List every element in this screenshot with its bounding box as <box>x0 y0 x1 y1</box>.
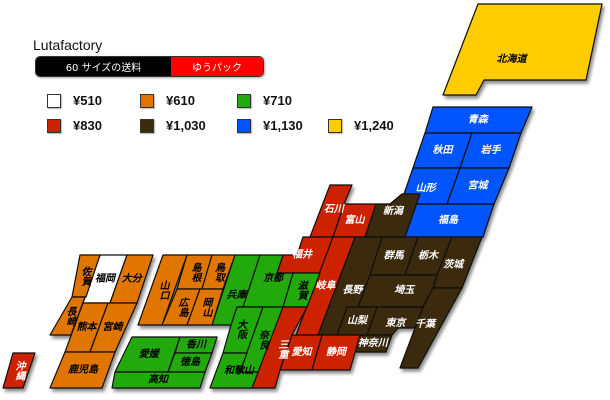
prefecture-label: 新潟 <box>383 205 405 217</box>
prefecture-label: 京都 <box>263 272 285 284</box>
prefecture-label: 茨城 <box>443 259 465 271</box>
legend-swatch <box>140 118 154 133</box>
prefecture-label: 山梨 <box>347 315 369 327</box>
legend-label: ¥1,130 <box>263 118 303 133</box>
prefecture-label: 広島 <box>176 297 189 318</box>
prefecture-label: 奈良 <box>257 329 269 350</box>
legend-swatch <box>237 118 251 133</box>
prefecture-label: 福岡 <box>95 273 117 285</box>
prefecture-label: 和歌山 <box>224 365 255 377</box>
prefecture-label: 滋賀 <box>295 280 307 301</box>
prefecture-label: 徳島 <box>180 356 201 368</box>
prefecture-region[interactable] <box>309 184 353 238</box>
prefecture-label: 静岡 <box>326 346 348 358</box>
prefecture-label: 鳥取 <box>213 262 226 283</box>
prefecture-label: 山口 <box>157 280 169 300</box>
prefecture-label: 大分 <box>122 273 144 285</box>
prefecture-label: 栃木 <box>418 250 440 262</box>
prefecture-label: 三重 <box>276 339 288 359</box>
prefecture-region[interactable] <box>111 371 206 389</box>
legend-label: ¥710 <box>263 93 292 108</box>
legend-label: ¥510 <box>73 93 102 108</box>
prefecture-label: 岩手 <box>481 144 502 156</box>
prefecture-label: 沖縄 <box>13 360 26 380</box>
prefecture-label: 岐阜 <box>316 280 337 292</box>
prefecture-label: 香川 <box>186 339 208 351</box>
legend-item: ¥830 <box>47 118 102 133</box>
legend-label: ¥830 <box>73 118 102 133</box>
prefecture-label: 東京 <box>385 317 407 329</box>
legend-item: ¥510 <box>47 93 102 108</box>
legend-label: ¥610 <box>166 93 195 108</box>
legend-swatch <box>328 118 342 133</box>
prefecture-label: 群馬 <box>384 250 405 262</box>
prefecture-region[interactable] <box>2 352 36 389</box>
prefecture-label: 神奈川 <box>358 337 390 349</box>
prefecture-region[interactable] <box>186 288 224 326</box>
prefecture-label: 兵庫 <box>226 289 248 301</box>
prefecture-region[interactable] <box>311 334 361 371</box>
prefecture-label: 埼玉 <box>394 284 416 296</box>
legend-swatch <box>47 118 61 133</box>
prefecture-label: 宮城 <box>468 180 490 192</box>
prefecture-label: 愛知 <box>292 346 314 358</box>
legend-swatch <box>47 93 61 108</box>
legend-item: ¥710 <box>237 93 292 108</box>
legend-label: ¥1,240 <box>354 118 394 133</box>
prefecture-label: 福井 <box>292 249 314 261</box>
legend-swatch <box>237 93 251 108</box>
prefecture-label: 青森 <box>468 114 490 126</box>
prefecture-label: 福島 <box>438 214 459 226</box>
prefecture-label: 富山 <box>345 214 366 226</box>
prefecture-label: 熊本 <box>77 321 99 333</box>
prefecture-label: 高知 <box>148 374 170 386</box>
prefecture-label: 秋田 <box>433 144 455 156</box>
legend-item: ¥610 <box>140 93 195 108</box>
prefecture-region[interactable] <box>71 254 101 298</box>
size-label: 60 サイズの送料 <box>36 57 171 76</box>
legend-label: ¥1,030 <box>166 118 206 133</box>
prefecture-region[interactable] <box>442 3 603 96</box>
prefecture-label: 鹿児島 <box>67 364 99 376</box>
legend-swatch <box>140 93 154 108</box>
prefecture-label: 山形 <box>416 182 438 194</box>
prefecture-label: 石川 <box>324 203 346 215</box>
prefecture-label: 愛媛 <box>139 348 161 360</box>
prefecture-label: 長崎 <box>64 306 76 327</box>
shipping-tab: 60 サイズの送料 ゆうパック <box>35 56 264 77</box>
prefecture-label: 佐賀 <box>79 266 91 287</box>
prefecture-region[interactable] <box>49 351 116 389</box>
prefecture-label: 北海道 <box>497 53 529 65</box>
legend-item: ¥1,130 <box>237 118 303 133</box>
prefecture-label: 長野 <box>342 284 364 296</box>
legend-item: ¥1,030 <box>140 118 206 133</box>
prefecture-label: 岡山 <box>200 297 212 317</box>
prefecture-label: 大阪 <box>235 319 247 340</box>
legend-item: ¥1,240 <box>328 118 394 133</box>
site-title: Lutafactory <box>33 37 103 53</box>
carrier-label: ゆうパック <box>171 57 263 76</box>
prefecture-label: 千葉 <box>415 318 437 330</box>
prefecture-label: 宮崎 <box>103 321 125 333</box>
prefecture-label: 島根 <box>189 262 201 283</box>
